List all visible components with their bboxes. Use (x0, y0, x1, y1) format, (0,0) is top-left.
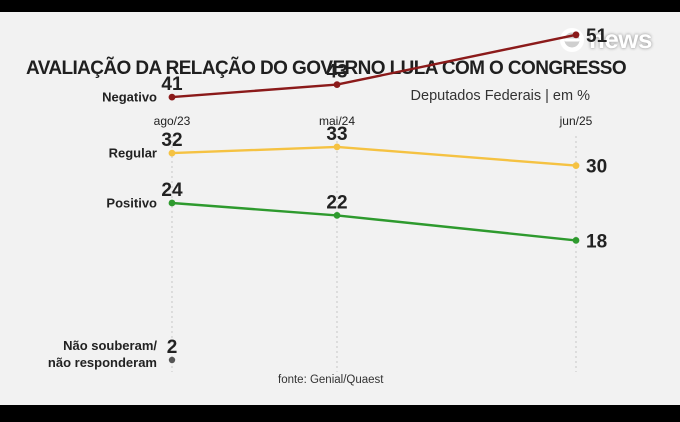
data-point-negativo-jun-25 (572, 31, 580, 39)
value-label-regular-ago-23: 32 (161, 130, 182, 151)
chart-frame: news AVALIAÇÃO DA RELAÇÃO DO GOVERNO LUL… (0, 12, 680, 405)
data-point-nao-souberam (168, 356, 176, 364)
data-point-negativo-mai-24 (333, 81, 341, 88)
data-point-regular-jun-25 (572, 162, 580, 170)
source-label: fonte: Genial/Quaest (278, 374, 384, 386)
data-point-regular-ago-23 (168, 149, 176, 157)
chart-title: AVALIAÇÃO DA RELAÇÃO DO GOVERNO LULA COM… (26, 58, 627, 79)
series-label-positivo: Positivo (106, 195, 157, 210)
extra-label-line-1: Não souberam/ (63, 338, 157, 353)
value-label-nao-souberam: 2 (167, 337, 178, 358)
value-label-negativo-jun-25: 51 (586, 26, 608, 47)
value-label-regular-jun-25: 30 (586, 157, 607, 178)
value-label-negativo-mai-24: 43 (326, 62, 347, 83)
data-point-regular-mai-24 (333, 143, 341, 151)
series-line-regular (171, 145, 577, 167)
tick-label-jun-25: jun/25 (559, 114, 593, 128)
tick-label-mai-24: mai/24 (319, 114, 355, 128)
data-point-negativo-ago-23 (168, 93, 176, 101)
data-point-positivo-ago-23 (168, 199, 176, 207)
value-label-positivo-mai-24: 22 (326, 192, 347, 213)
line-chart: ago/23 mai/24 jun/25 41 43 51 Negativo 32 33 30 Re… (48, 26, 608, 386)
value-label-regular-mai-24: 33 (326, 124, 347, 145)
extra-label-line-2: não responderam (48, 355, 157, 370)
value-label-positivo-ago-23: 24 (161, 180, 183, 201)
value-label-negativo-ago-23: 41 (161, 74, 183, 95)
value-label-positivo-jun-25: 18 (586, 231, 607, 252)
series-label-regular: Regular (109, 146, 157, 161)
chart-subtitle: Deputados Federais | em % (410, 88, 590, 104)
data-point-positivo-jun-25 (572, 237, 580, 244)
series-label-negativo: Negativo (102, 90, 157, 105)
logo-text: news (588, 24, 653, 54)
series-line-negativo (171, 33, 577, 99)
series-line-positivo (171, 201, 577, 242)
data-point-positivo-mai-24 (333, 212, 341, 219)
tick-label-ago-23: ago/23 (154, 114, 191, 128)
